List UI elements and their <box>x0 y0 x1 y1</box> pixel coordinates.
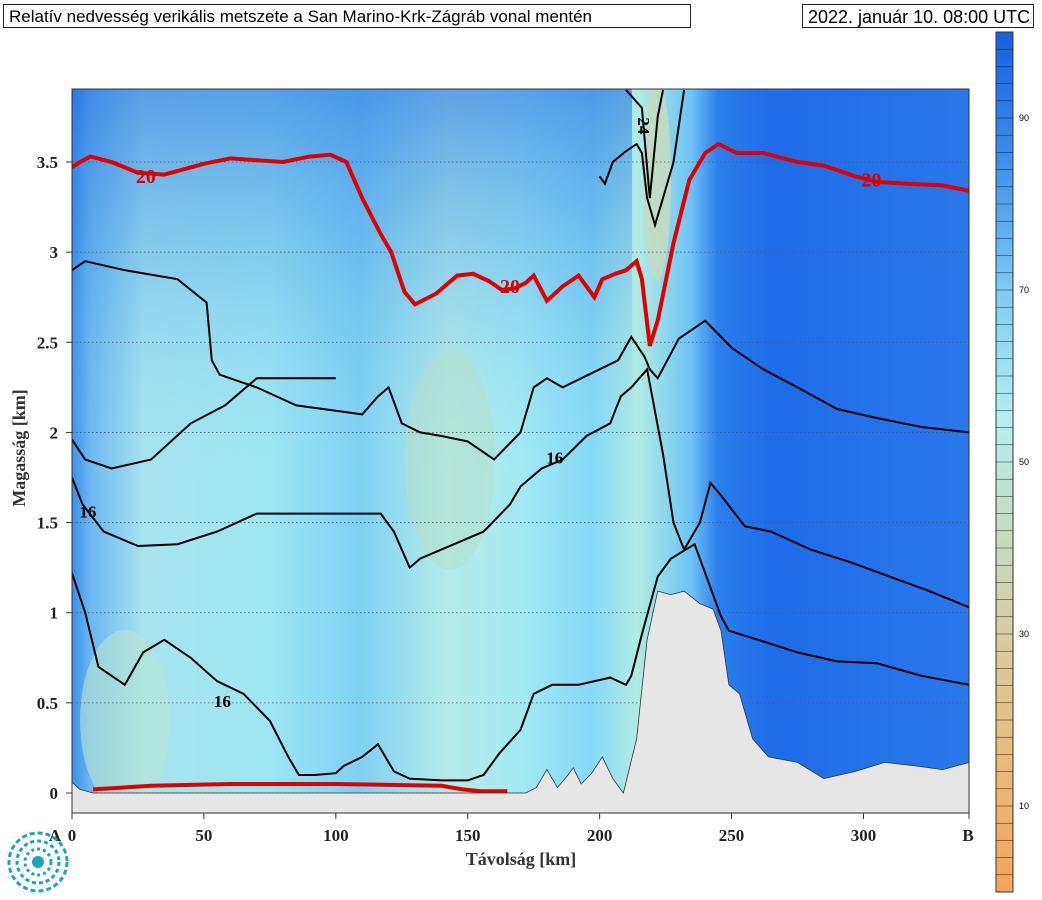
contour-label-0: 20 <box>136 166 156 188</box>
y-axis: 0 0.5 1 1.5 2 2.5 3 3.5 <box>37 153 72 803</box>
x-tick-label-0: 0 <box>68 826 77 845</box>
y-tick-label-0: 0 <box>50 784 59 803</box>
black-contour-0 <box>72 260 969 461</box>
chart-timestamp: 2022. január 10. 08:00 UTC <box>802 4 1034 28</box>
colorbar-tick-label-4: 90 <box>1019 113 1029 123</box>
chart-title: Relatív nedvesség verikális metszete a S… <box>3 4 691 28</box>
endpoint-label-a: A <box>49 826 62 845</box>
y-tick-label-1: 0.5 <box>37 694 58 713</box>
red-contour-upper <box>72 141 969 347</box>
black-contour-4 <box>72 377 336 470</box>
contour-label-5: 16 <box>79 502 96 521</box>
red-contour-surface <box>92 782 508 794</box>
contour-label-4: 16 <box>546 448 563 467</box>
dry-zone-left <box>80 630 170 810</box>
x-tick-label-4: 200 <box>587 826 613 845</box>
colorbar-tick-label-2: 50 <box>1019 457 1029 467</box>
x-axis-label: Távolság [km] <box>466 849 577 869</box>
x-tick-label-5: 250 <box>719 826 745 845</box>
endpoint-label-b: B <box>962 826 973 845</box>
dry-zone-mid <box>405 350 495 570</box>
logo <box>7 831 69 893</box>
contour-label-1: 20 <box>500 276 520 298</box>
y-tick-label-3: 1.5 <box>37 514 58 533</box>
colorbar: 10 30 50 70 90 <box>995 31 1029 893</box>
x-tick-label-6: 300 <box>851 826 877 845</box>
colorbar-tick-label-1: 30 <box>1019 629 1029 639</box>
terrain-profile <box>72 590 969 813</box>
black-contour-1 <box>72 367 969 609</box>
y-tick-label-7: 3.5 <box>37 153 58 172</box>
black-contour-5 <box>625 89 664 199</box>
black-contours <box>72 89 969 782</box>
colorbar-tick-label-0: 10 <box>1019 801 1029 811</box>
plot-frame <box>71 88 970 814</box>
black-contour-3 <box>598 89 686 229</box>
contour-label-6: 16 <box>214 692 231 711</box>
y-tick-label-6: 3 <box>50 243 59 262</box>
y-tick-label-2: 1 <box>50 604 59 623</box>
x-axis: 0 50 100 150 200 250 300 <box>68 813 970 845</box>
dry-zone-peak <box>643 89 671 280</box>
black-contour-2 <box>72 542 969 782</box>
y-tick-label-4: 2 <box>50 423 59 442</box>
colorbar-tick-label-3: 70 <box>1019 285 1029 295</box>
x-tick-label-2: 100 <box>323 826 349 845</box>
contour-label-2: 20 <box>861 169 881 191</box>
x-tick-label-1: 50 <box>195 826 212 845</box>
y-tick-label-5: 2.5 <box>37 333 58 352</box>
contour-label-3: 24 <box>634 117 653 135</box>
y-axis-label: Magasság [km] <box>9 389 29 507</box>
x-tick-label-3: 150 <box>455 826 481 845</box>
contour-labels: 20 20 20 24 16 16 16 <box>79 117 881 710</box>
